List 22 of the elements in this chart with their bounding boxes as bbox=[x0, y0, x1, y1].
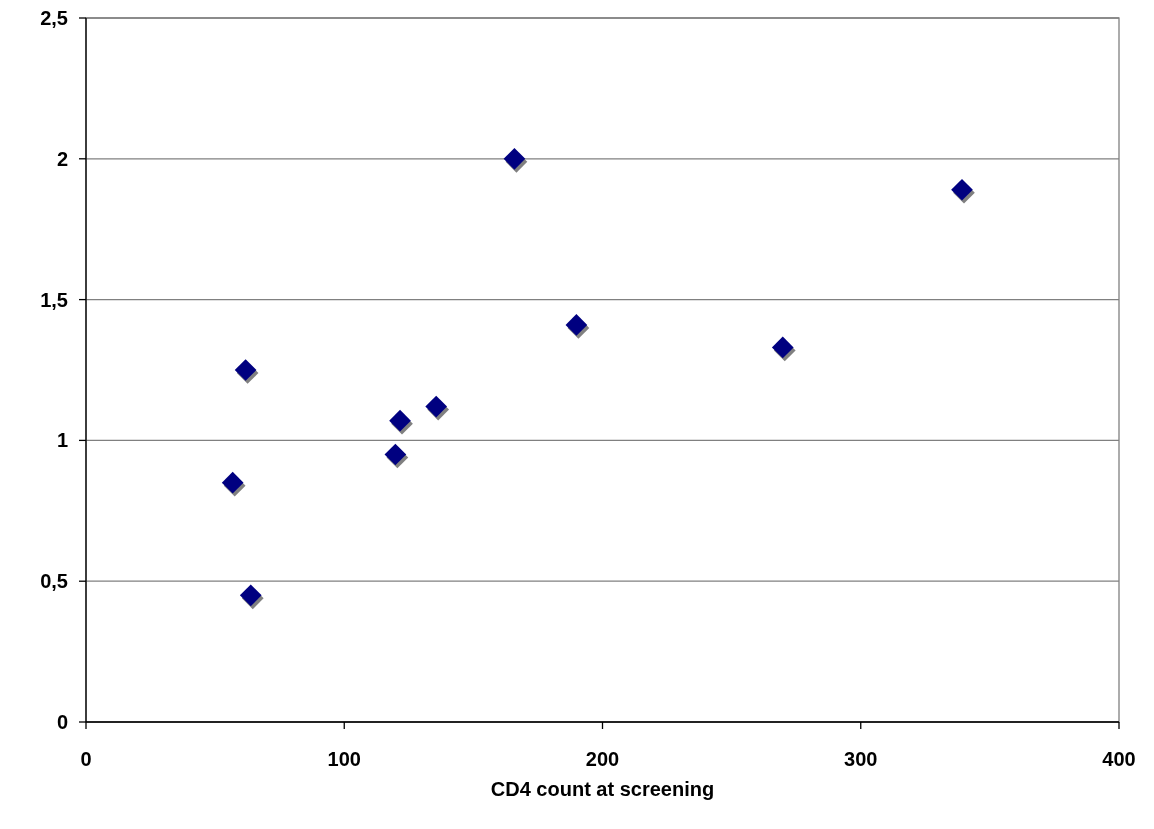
y-tick-label: 2,5 bbox=[40, 7, 68, 29]
y-tick-label: 1,5 bbox=[40, 288, 68, 311]
x-axis-title: CD4 count at screening bbox=[490, 778, 715, 800]
point bbox=[951, 178, 973, 201]
x-tick-label: 300 bbox=[844, 748, 878, 770]
x-tick-label: 0 bbox=[80, 748, 92, 770]
point bbox=[503, 147, 526, 170]
x-tick-label: 100 bbox=[327, 748, 361, 770]
point bbox=[234, 359, 257, 381]
point bbox=[425, 395, 448, 418]
y-tick-label: 0,5 bbox=[40, 570, 68, 593]
point bbox=[239, 584, 262, 607]
y-tick-label: 1 bbox=[56, 429, 68, 452]
point bbox=[384, 443, 407, 466]
point bbox=[565, 314, 588, 336]
point bbox=[221, 471, 244, 494]
point bbox=[771, 336, 794, 359]
x-tick-label: 200 bbox=[585, 748, 620, 770]
point bbox=[389, 409, 411, 432]
y-tick-label: 0 bbox=[56, 711, 68, 733]
x-tick-label: 400 bbox=[1102, 748, 1136, 770]
y-tick-label: 2 bbox=[56, 147, 68, 170]
